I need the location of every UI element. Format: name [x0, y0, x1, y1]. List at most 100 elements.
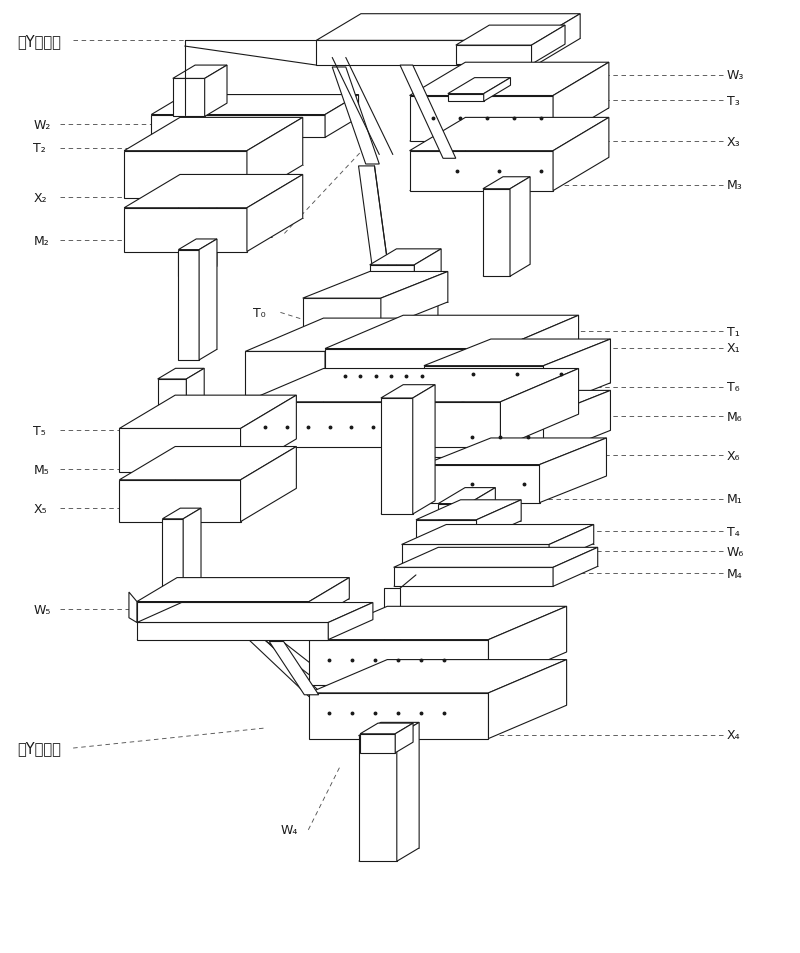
Polygon shape	[124, 152, 247, 199]
Text: M₁: M₁	[727, 493, 742, 506]
Polygon shape	[414, 250, 441, 294]
Polygon shape	[402, 545, 549, 564]
Text: X₅: X₅	[34, 502, 47, 516]
Polygon shape	[325, 349, 501, 398]
Polygon shape	[173, 66, 227, 79]
Text: W₅: W₅	[34, 603, 50, 616]
Polygon shape	[246, 352, 325, 395]
Text: T₅: T₅	[34, 424, 46, 437]
Polygon shape	[483, 177, 530, 190]
Polygon shape	[162, 519, 183, 605]
Polygon shape	[416, 520, 477, 541]
Polygon shape	[411, 278, 438, 400]
Polygon shape	[370, 266, 414, 294]
Polygon shape	[360, 723, 413, 734]
Polygon shape	[173, 79, 205, 117]
Polygon shape	[381, 273, 448, 329]
Text: X₀: X₀	[249, 427, 262, 440]
Text: X₄: X₄	[727, 728, 741, 741]
Polygon shape	[119, 395, 296, 429]
Polygon shape	[241, 447, 296, 522]
Polygon shape	[124, 118, 302, 152]
Polygon shape	[410, 96, 553, 142]
Polygon shape	[413, 385, 435, 515]
Polygon shape	[510, 177, 530, 277]
Polygon shape	[246, 318, 403, 352]
Polygon shape	[553, 548, 598, 587]
Polygon shape	[247, 118, 302, 199]
Polygon shape	[543, 391, 610, 457]
Polygon shape	[309, 607, 566, 639]
Polygon shape	[328, 603, 373, 639]
Polygon shape	[456, 26, 565, 46]
Polygon shape	[501, 369, 578, 448]
Polygon shape	[124, 209, 247, 253]
Text: M₂: M₂	[34, 234, 49, 248]
Polygon shape	[178, 240, 217, 251]
Polygon shape	[381, 398, 413, 515]
Polygon shape	[137, 623, 328, 639]
Text: T₆: T₆	[727, 380, 739, 394]
Polygon shape	[424, 465, 539, 503]
Polygon shape	[309, 639, 489, 685]
Polygon shape	[489, 607, 566, 685]
Polygon shape	[137, 578, 350, 602]
Polygon shape	[247, 175, 302, 253]
Text: W₃: W₃	[727, 69, 744, 82]
Polygon shape	[124, 175, 302, 209]
Text: T₂: T₂	[34, 142, 46, 155]
Polygon shape	[416, 500, 521, 520]
Polygon shape	[119, 447, 296, 480]
Polygon shape	[424, 417, 543, 457]
Polygon shape	[424, 438, 606, 465]
Text: T₀: T₀	[253, 307, 265, 319]
Polygon shape	[158, 369, 204, 379]
Polygon shape	[394, 548, 598, 568]
Polygon shape	[309, 578, 350, 623]
Polygon shape	[553, 118, 609, 192]
Polygon shape	[316, 14, 580, 41]
Text: X₁: X₁	[727, 342, 741, 355]
Polygon shape	[384, 589, 400, 689]
Polygon shape	[302, 299, 381, 329]
Polygon shape	[370, 250, 441, 266]
Text: W₂: W₂	[34, 118, 50, 132]
Polygon shape	[510, 47, 532, 96]
Text: 下Y型鐵芯: 下Y型鐵芯	[18, 740, 62, 756]
Polygon shape	[199, 240, 217, 360]
Polygon shape	[358, 167, 392, 296]
Polygon shape	[397, 722, 419, 862]
Polygon shape	[162, 509, 201, 519]
Polygon shape	[233, 625, 325, 697]
Polygon shape	[270, 641, 318, 695]
Text: W₄: W₄	[281, 823, 298, 837]
Polygon shape	[501, 315, 578, 398]
Polygon shape	[246, 402, 501, 448]
Polygon shape	[178, 251, 199, 360]
Polygon shape	[205, 66, 227, 117]
Polygon shape	[186, 369, 204, 427]
Polygon shape	[183, 509, 201, 605]
Polygon shape	[119, 429, 241, 473]
Polygon shape	[448, 94, 484, 102]
Polygon shape	[531, 26, 565, 65]
Polygon shape	[553, 63, 609, 142]
Polygon shape	[316, 41, 535, 66]
Text: W₆: W₆	[727, 545, 744, 558]
Polygon shape	[151, 115, 325, 138]
Text: T₁: T₁	[727, 326, 740, 338]
Polygon shape	[478, 47, 532, 60]
Polygon shape	[469, 488, 495, 519]
Polygon shape	[178, 126, 217, 136]
Polygon shape	[438, 488, 495, 504]
Text: T₃: T₃	[727, 94, 740, 108]
Polygon shape	[332, 68, 379, 165]
Text: X₃: X₃	[727, 135, 741, 149]
Polygon shape	[137, 602, 309, 623]
Polygon shape	[381, 385, 435, 398]
Text: M₄: M₄	[727, 567, 742, 580]
Polygon shape	[438, 504, 469, 519]
Polygon shape	[394, 568, 553, 587]
Polygon shape	[477, 500, 521, 541]
Polygon shape	[178, 136, 199, 277]
